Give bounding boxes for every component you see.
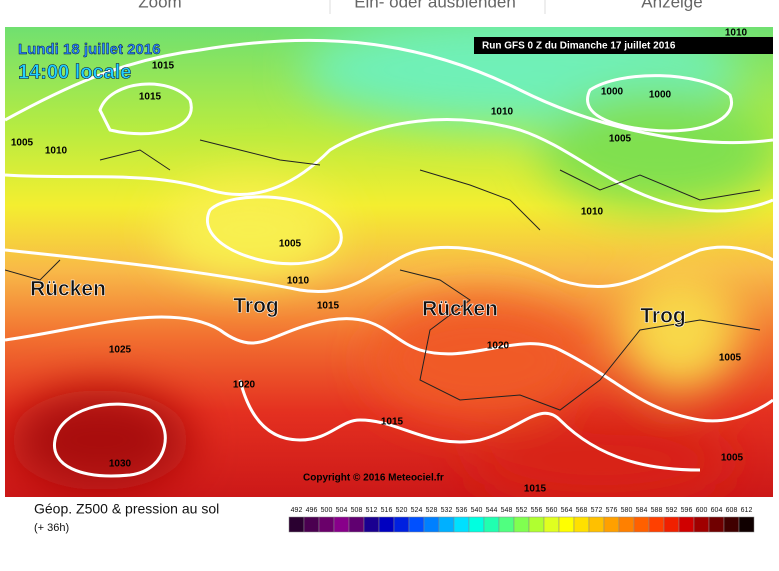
- scale-label: 516: [381, 507, 393, 514]
- scale-cell: [498, 516, 515, 533]
- scale-label: 556: [531, 507, 543, 514]
- scale-cell: [603, 516, 620, 533]
- scale-label: 532: [441, 507, 453, 514]
- scale-cell: [528, 516, 545, 533]
- scale-cell: [303, 516, 320, 533]
- toolbar: [0, 0, 779, 18]
- scale-label: 544: [486, 507, 498, 514]
- scale-label: 592: [666, 507, 678, 514]
- annotation: Trog: [640, 305, 686, 328]
- isobar-label: 1015: [317, 301, 340, 312]
- toolbar-item: Anzeige: [641, 0, 702, 11]
- scale-label: 572: [591, 507, 603, 514]
- scale-cell: [318, 516, 335, 533]
- isobar-label: 1005: [721, 453, 744, 464]
- scale-cell: [633, 516, 650, 533]
- scale-cell: [648, 516, 665, 533]
- scale-cell: [483, 516, 500, 533]
- scale-label: 508: [351, 507, 363, 514]
- scale-cell: [333, 516, 350, 533]
- scale-cell: [288, 516, 305, 533]
- isobar-label: 1005: [279, 239, 302, 250]
- scale-cell: [618, 516, 635, 533]
- scale-cell: [663, 516, 680, 533]
- isobar-label: 1010: [45, 146, 68, 157]
- scale-label: 560: [546, 507, 558, 514]
- scale-cell: [678, 516, 695, 533]
- scale-label: 504: [336, 507, 348, 514]
- scale-cell: [393, 516, 410, 533]
- isobar-label: 1015: [524, 484, 547, 495]
- map: [5, 27, 773, 497]
- scale-cell: [513, 516, 530, 533]
- legend-title: Géop. Z500 & pression au sol: [34, 501, 219, 517]
- isobar-label: 1000: [649, 90, 672, 101]
- isobar-label: 1005: [609, 134, 632, 145]
- scale-label: 548: [501, 507, 513, 514]
- scale-cell: [708, 516, 725, 533]
- scale-cell: [363, 516, 380, 533]
- isobar-label: 1030: [109, 459, 132, 470]
- scale-cell: [693, 516, 710, 533]
- scale-label: 600: [696, 507, 708, 514]
- isobar-label: 1000: [601, 87, 624, 98]
- scale-cell: [378, 516, 395, 533]
- scale-cell: [573, 516, 590, 533]
- scale-label: 496: [306, 507, 318, 514]
- scale-cell: [453, 516, 470, 533]
- scale-label: 492: [291, 507, 303, 514]
- scale-label: 500: [321, 507, 333, 514]
- map-time: 14:00 locale: [18, 61, 131, 83]
- isobar-label: 1010: [491, 107, 514, 118]
- scale-cell: [468, 516, 485, 533]
- scale-cell: [423, 516, 440, 533]
- scale-label: 528: [426, 507, 438, 514]
- scale-cell: [738, 516, 755, 533]
- isobar-label: 1015: [381, 417, 404, 428]
- isobar-label: 1010: [581, 207, 604, 218]
- annotation: Trog: [233, 295, 279, 318]
- scale-label: 568: [576, 507, 588, 514]
- scale-label: 608: [726, 507, 738, 514]
- toolbar-item: Zoom: [138, 0, 181, 11]
- scale-label: 576: [606, 507, 618, 514]
- scale-cell: [408, 516, 425, 533]
- run-info: Run GFS 0 Z du Dimanche 17 juillet 2016: [482, 41, 676, 52]
- scale-label: 612: [741, 507, 753, 514]
- isobar-label: 1010: [287, 276, 310, 287]
- scale-label: 552: [516, 507, 528, 514]
- isobar-label: 1020: [233, 380, 256, 391]
- isobar-label: 1015: [152, 61, 175, 72]
- scale-cell: [438, 516, 455, 533]
- scale-label: 588: [651, 507, 663, 514]
- scale-label: 520: [396, 507, 408, 514]
- isobar-label: 1010: [725, 28, 748, 39]
- scale-label: 584: [636, 507, 648, 514]
- scale-label: 604: [711, 507, 723, 514]
- scale-label: 512: [366, 507, 378, 514]
- scale-label: 564: [561, 507, 573, 514]
- scale-cell: [723, 516, 740, 533]
- copyright: Copyright © 2016 Meteociel.fr: [303, 473, 444, 484]
- scale-label: 596: [681, 507, 693, 514]
- legend-lead: (+ 36h): [34, 522, 69, 534]
- scale-cell: [348, 516, 365, 533]
- isobar-label: 1005: [11, 138, 34, 149]
- scale-label: 580: [621, 507, 633, 514]
- annotation: Rücken: [422, 298, 498, 321]
- map-date: Lundi 18 juillet 2016: [18, 41, 161, 58]
- scale-cell: [558, 516, 575, 533]
- toolbar-item: Ein- oder ausblenden: [354, 0, 516, 11]
- scale-cell: [588, 516, 605, 533]
- isobar-label: 1005: [719, 353, 742, 364]
- isobar-label: 1020: [487, 341, 510, 352]
- scale-label: 536: [456, 507, 468, 514]
- scale-cell: [543, 516, 560, 533]
- isobar-label: 1015: [139, 92, 162, 103]
- annotation: Rücken: [30, 278, 106, 301]
- isobar-label: 1025: [109, 345, 132, 356]
- scale-label: 524: [411, 507, 423, 514]
- scale-label: 540: [471, 507, 483, 514]
